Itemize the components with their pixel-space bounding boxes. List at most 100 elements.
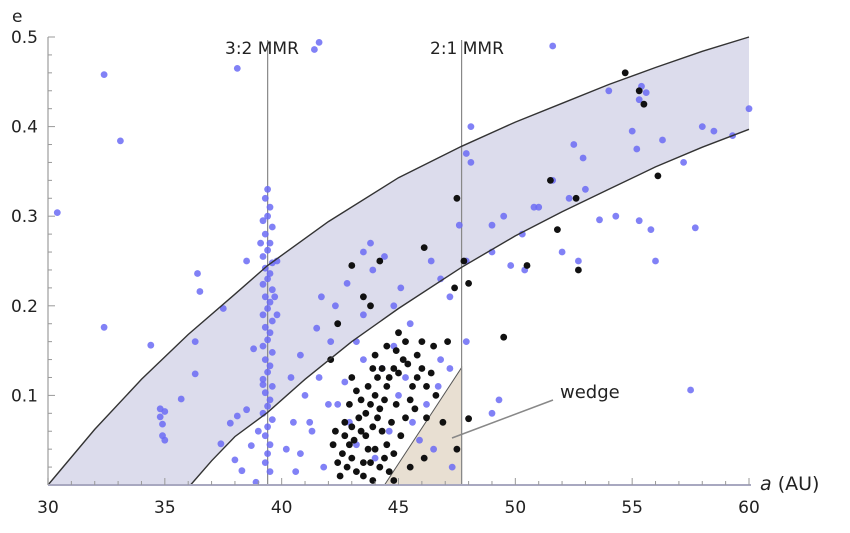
data-point — [383, 441, 391, 449]
data-point — [423, 383, 430, 390]
data-point — [397, 284, 405, 292]
data-point — [385, 468, 393, 475]
x-axis-label-unit: (AU) — [772, 473, 820, 495]
x-axis-label: a (AU) — [760, 473, 819, 495]
data-point — [364, 445, 372, 453]
data-point — [320, 463, 328, 471]
data-point — [297, 450, 304, 457]
data-point — [395, 369, 402, 377]
data-point — [268, 223, 276, 231]
data-point — [495, 396, 503, 404]
data-point — [404, 360, 412, 368]
data-point — [418, 365, 426, 372]
data-point — [369, 477, 377, 484]
data-point — [271, 293, 279, 301]
data-point — [313, 324, 321, 332]
data-point — [318, 293, 325, 301]
data-point — [348, 262, 356, 269]
data-point — [268, 317, 276, 325]
data-point — [257, 239, 264, 247]
data-point — [582, 185, 589, 193]
data-point — [500, 333, 508, 341]
band-region — [48, 37, 749, 485]
data-point — [455, 221, 463, 229]
x-axis-label-symbol: a — [760, 473, 772, 495]
data-point — [159, 420, 166, 428]
data-point — [341, 378, 349, 386]
data-point — [402, 374, 409, 381]
data-point — [360, 311, 367, 319]
data-point — [261, 432, 269, 440]
band-curves — [47, 36, 750, 486]
data-point — [261, 459, 269, 466]
data-point — [264, 368, 271, 376]
data-point — [687, 386, 694, 394]
data-point — [554, 226, 561, 234]
data-point — [100, 71, 108, 78]
data-point — [266, 441, 274, 449]
data-point — [266, 239, 274, 247]
data-point — [306, 418, 314, 426]
data-point — [266, 270, 274, 277]
data-point — [437, 356, 444, 363]
data-point — [371, 392, 379, 399]
data-point — [261, 356, 269, 363]
data-point — [261, 389, 269, 397]
data-point — [635, 87, 643, 95]
data-point — [266, 396, 274, 404]
data-point — [266, 468, 274, 475]
axes: 30 35 40 45 50 55 60 0.1 0.2 0.3 0.4 0.5 — [11, 28, 760, 518]
data-point — [596, 216, 603, 224]
data-point — [297, 351, 304, 359]
data-point — [640, 100, 648, 108]
data-point — [308, 427, 316, 435]
data-point — [334, 320, 342, 328]
data-point — [360, 356, 367, 363]
data-point — [273, 311, 281, 319]
blue-objects-series — [53, 39, 753, 486]
data-point — [460, 257, 468, 265]
y-tick-label: 0.2 — [11, 297, 38, 317]
data-point — [605, 87, 613, 95]
data-point — [570, 141, 578, 148]
data-point — [367, 302, 374, 310]
data-point — [226, 419, 234, 427]
data-point — [341, 418, 349, 426]
data-point — [376, 405, 384, 413]
data-point — [374, 414, 381, 422]
data-point — [430, 342, 437, 350]
data-point — [406, 463, 414, 471]
data-point — [432, 392, 440, 399]
data-point — [266, 298, 274, 306]
wedge-label: wedge — [560, 382, 620, 403]
data-point — [259, 217, 267, 225]
data-point — [362, 409, 370, 417]
data-point — [336, 472, 344, 480]
data-points — [53, 39, 753, 486]
data-point — [364, 383, 372, 390]
data-point — [346, 441, 353, 449]
data-point — [633, 145, 641, 153]
data-point — [261, 194, 269, 202]
data-point — [367, 459, 374, 466]
data-point — [259, 342, 267, 350]
data-point — [621, 69, 629, 77]
data-point — [339, 450, 346, 457]
data-point — [343, 463, 351, 471]
data-point — [282, 445, 290, 453]
data-point — [264, 336, 271, 344]
data-point — [264, 402, 271, 410]
data-point — [301, 392, 309, 399]
data-point — [446, 293, 454, 301]
data-point — [453, 194, 461, 202]
data-point — [383, 383, 391, 390]
data-point — [243, 257, 251, 265]
data-point — [327, 338, 335, 345]
data-point — [329, 441, 337, 449]
data-point — [434, 383, 442, 390]
y-tick-label: 0.1 — [11, 386, 38, 406]
data-point — [367, 401, 374, 408]
data-point — [507, 262, 515, 269]
data-point — [117, 137, 124, 145]
